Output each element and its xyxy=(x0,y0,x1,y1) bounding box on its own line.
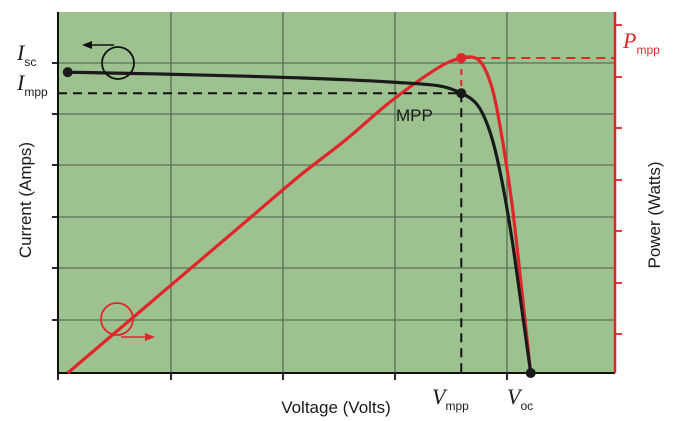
plot-background xyxy=(58,12,615,373)
mpp-point xyxy=(456,88,467,99)
power-axis-marker xyxy=(100,302,155,341)
pmpp-label: Pmpp xyxy=(622,28,660,57)
power-curve xyxy=(66,55,533,375)
vmpp-label: Vmpp xyxy=(432,384,469,413)
y-axis-right-label: Power (Watts) xyxy=(645,161,664,268)
current-curve xyxy=(67,70,533,374)
isc-point xyxy=(62,67,73,78)
voc-label: Voc xyxy=(507,384,533,413)
voc-point xyxy=(525,368,536,378)
current-axis-marker xyxy=(82,41,135,80)
mpp-guide-lines xyxy=(58,56,615,373)
mpp-label: MPP xyxy=(396,106,433,125)
isc-label: Isc xyxy=(16,40,36,69)
pmpp-point xyxy=(456,52,467,63)
x-axis-label: Voltage (Volts) xyxy=(281,398,391,417)
impp-label: Impp xyxy=(16,70,48,99)
axis-ticks xyxy=(52,24,622,380)
key-points xyxy=(62,52,536,378)
y-axis-left-label: Current (Amps) xyxy=(16,142,35,258)
